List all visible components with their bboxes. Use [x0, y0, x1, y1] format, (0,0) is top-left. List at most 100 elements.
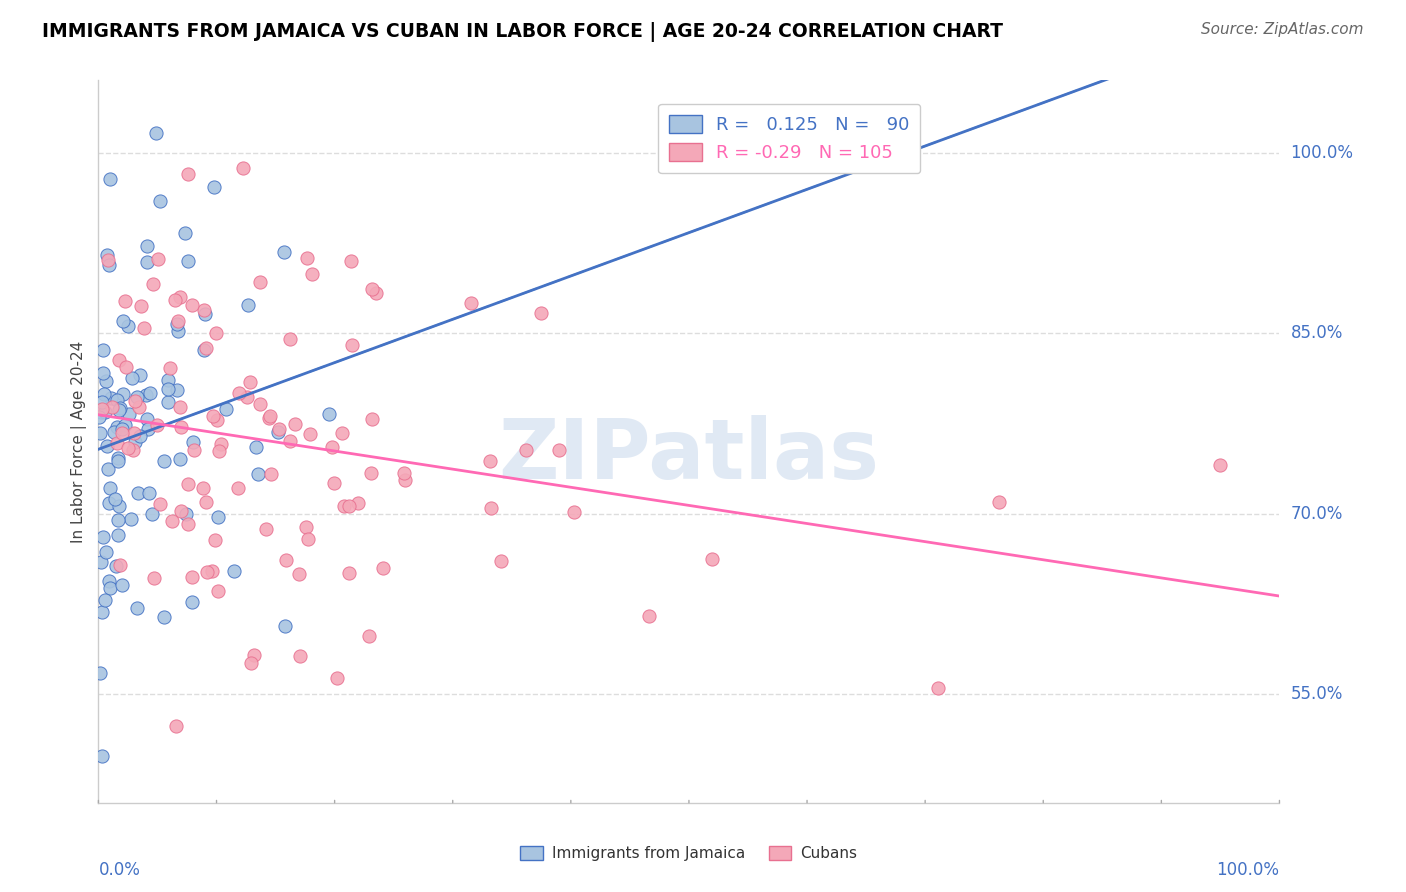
Point — [245, 441, 267, 455]
Point — [138, 485, 160, 500]
Point — [136, 239, 159, 253]
Point — [167, 313, 190, 327]
Point — [205, 413, 228, 427]
Point — [104, 559, 127, 574]
Point — [125, 600, 148, 615]
Point — [361, 412, 384, 426]
Point — [100, 400, 122, 414]
Text: 100.0%: 100.0% — [1291, 144, 1354, 161]
Point — [98, 481, 121, 495]
Point — [128, 401, 150, 415]
Point — [90, 749, 112, 764]
Point — [254, 522, 277, 536]
Point — [87, 410, 110, 425]
Point — [222, 565, 245, 579]
Point — [239, 375, 262, 389]
Point — [360, 466, 382, 480]
Point — [96, 248, 118, 262]
Point — [337, 499, 360, 513]
Point — [170, 504, 193, 518]
Point — [547, 443, 569, 458]
Point — [98, 496, 121, 510]
Point — [357, 628, 380, 642]
Point — [193, 302, 215, 317]
Point — [249, 275, 271, 289]
Point — [112, 386, 135, 401]
Point — [259, 409, 281, 423]
Point — [201, 564, 224, 578]
Point — [94, 593, 117, 607]
Point — [93, 366, 115, 380]
Point — [120, 511, 142, 525]
Point — [90, 401, 112, 416]
Point — [117, 318, 139, 333]
Point — [108, 401, 131, 415]
Point — [202, 409, 225, 423]
Text: 70.0%: 70.0% — [1291, 505, 1343, 523]
Point — [111, 426, 134, 441]
Point — [108, 403, 131, 417]
Point — [183, 443, 205, 458]
Point — [96, 439, 118, 453]
Point — [195, 341, 218, 355]
Point — [107, 528, 129, 542]
Point — [191, 481, 214, 495]
Point — [122, 425, 145, 440]
Point — [117, 441, 139, 455]
Point — [392, 466, 415, 480]
Point — [249, 396, 271, 410]
Point — [301, 267, 323, 281]
Point — [273, 245, 295, 260]
Point — [173, 227, 195, 241]
Point — [94, 404, 117, 418]
Point — [91, 606, 114, 620]
Point — [118, 407, 141, 421]
Point — [146, 252, 169, 267]
Point — [394, 473, 416, 487]
Point — [105, 436, 128, 450]
Point — [330, 426, 353, 441]
Point — [145, 126, 167, 140]
Point — [166, 317, 188, 331]
Point — [98, 581, 121, 595]
Point — [107, 454, 129, 468]
Point — [297, 532, 319, 546]
Point — [108, 499, 131, 513]
Point — [127, 390, 149, 404]
Text: 100.0%: 100.0% — [1216, 861, 1279, 880]
Point — [108, 353, 131, 368]
Point — [177, 167, 200, 181]
Point — [129, 299, 152, 313]
Point — [93, 387, 115, 401]
Point — [181, 594, 204, 608]
Point — [700, 552, 723, 566]
Point — [122, 443, 145, 458]
Point — [162, 514, 184, 528]
Point — [142, 277, 165, 291]
Point — [479, 454, 502, 468]
Point — [96, 545, 118, 559]
Point — [159, 361, 181, 376]
Point — [177, 254, 200, 268]
Point — [326, 671, 349, 685]
Point — [562, 505, 585, 519]
Point — [169, 400, 191, 414]
Point — [273, 619, 295, 633]
Point — [988, 495, 1011, 509]
Text: Source: ZipAtlas.com: Source: ZipAtlas.com — [1201, 22, 1364, 37]
Point — [89, 666, 111, 681]
Point — [129, 368, 152, 383]
Point — [107, 450, 129, 465]
Point — [340, 338, 363, 352]
Point — [114, 417, 136, 432]
Text: IMMIGRANTS FROM JAMAICA VS CUBAN IN LABOR FORCE | AGE 20-24 CORRELATION CHART: IMMIGRANTS FROM JAMAICA VS CUBAN IN LABO… — [42, 22, 1002, 42]
Point — [927, 681, 949, 695]
Point — [260, 467, 283, 481]
Legend: Immigrants from Jamaica, Cubans: Immigrants from Jamaica, Cubans — [515, 840, 863, 867]
Point — [89, 426, 111, 441]
Point — [530, 306, 553, 320]
Point — [181, 298, 204, 312]
Point — [108, 558, 131, 572]
Text: 85.0%: 85.0% — [1291, 324, 1343, 343]
Y-axis label: In Labor Force | Age 20-24: In Labor Force | Age 20-24 — [72, 341, 87, 542]
